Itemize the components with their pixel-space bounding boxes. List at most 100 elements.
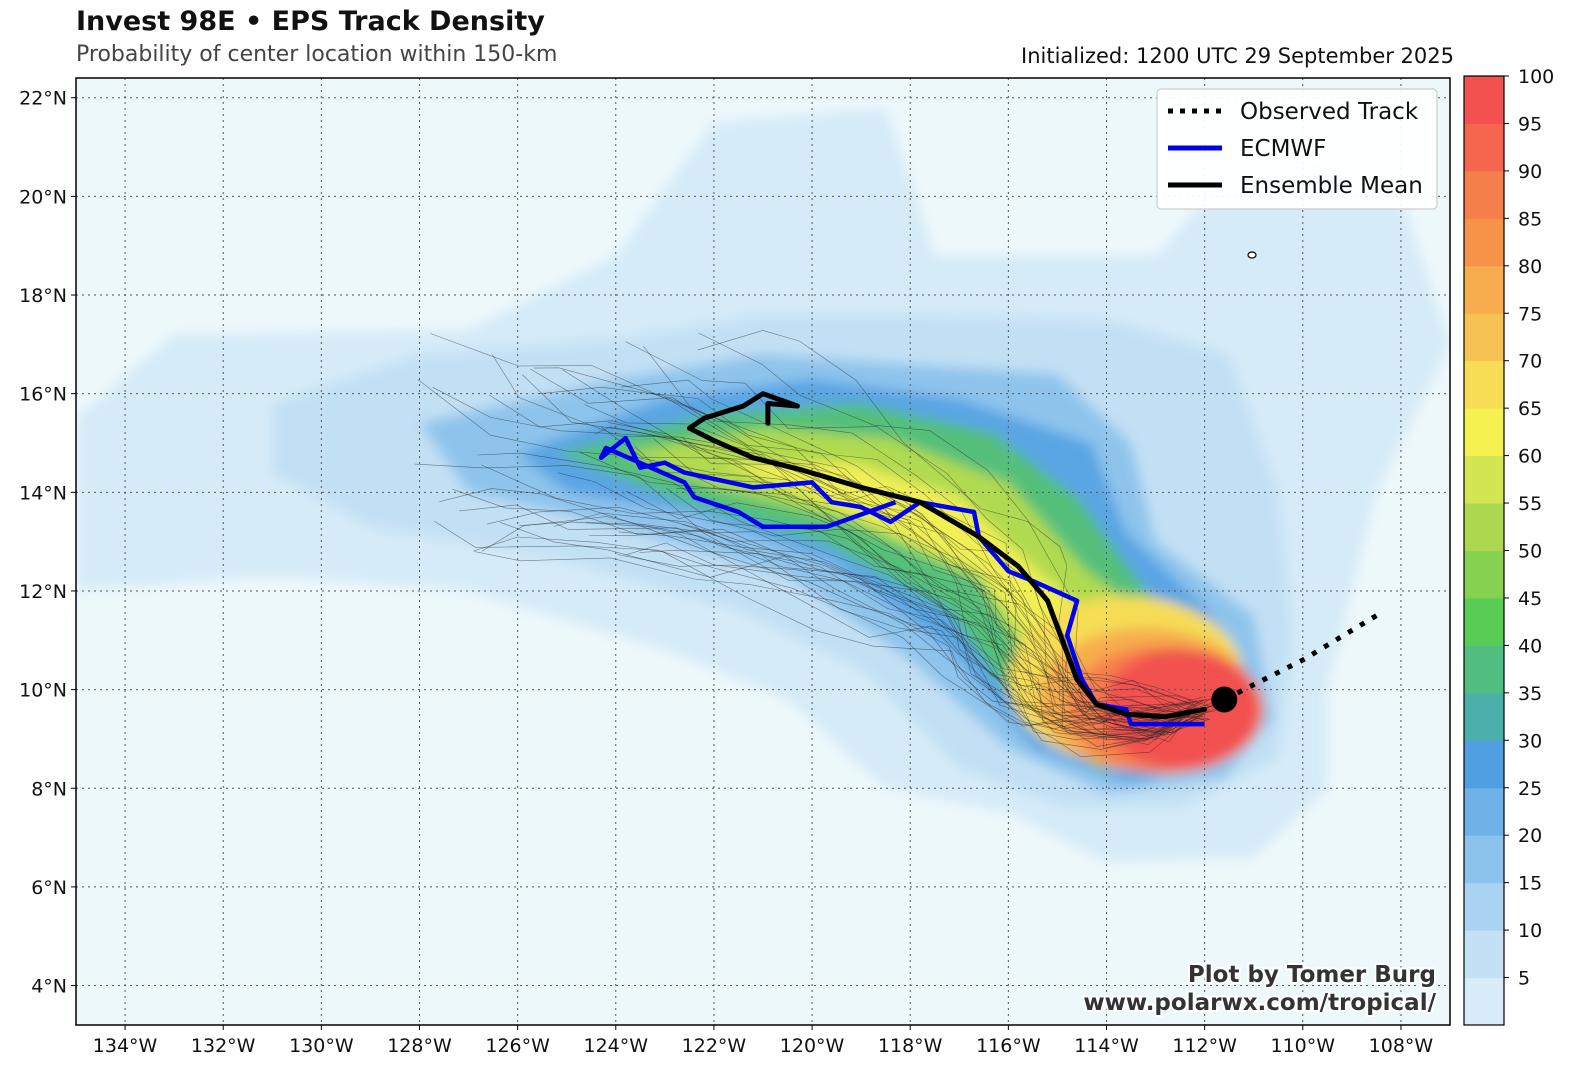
member-track — [608, 422, 1207, 721]
colorbar-tick-label: 100 — [1518, 66, 1554, 88]
colorbar-tick-label: 25 — [1518, 778, 1542, 800]
member-track — [676, 487, 1194, 749]
member-track — [533, 367, 1215, 725]
member-track — [538, 386, 1189, 741]
colorbar-segment — [1464, 692, 1504, 741]
lat-tick-label: 16°N — [19, 384, 67, 406]
lat-tick-label: 18°N — [19, 285, 67, 307]
colorbar-segment — [1464, 503, 1504, 551]
lon-tick-label: 118°W — [878, 1035, 943, 1057]
colorbar-segment — [1464, 550, 1504, 599]
lon-tick-label: 120°W — [780, 1035, 845, 1057]
colorbar-segment — [1464, 787, 1504, 836]
colorbar-tick-label: 60 — [1518, 446, 1542, 468]
member-track — [530, 368, 1194, 719]
member-track — [474, 551, 1190, 726]
lon-tick-label: 124°W — [584, 1035, 649, 1057]
colorbar-tick-label: 20 — [1518, 825, 1542, 847]
colorbar-tick-label: 90 — [1518, 161, 1542, 183]
lon-tick-label: 132°W — [191, 1035, 256, 1057]
colorbar-tick-label: 15 — [1518, 873, 1542, 895]
member-track — [487, 506, 1211, 740]
member-track — [634, 446, 1222, 716]
colorbar-tick-label: 80 — [1518, 256, 1542, 278]
lon-tick-label: 126°W — [485, 1035, 550, 1057]
member-track — [643, 345, 1192, 701]
colorbar-tick-label: 40 — [1518, 635, 1542, 657]
colorbar-segment — [1464, 265, 1504, 314]
ensemble-mean-track — [686, 391, 1208, 720]
colorbar-segment — [1464, 123, 1504, 172]
member-track — [665, 462, 1198, 733]
member-track — [522, 374, 1191, 704]
lat-tick-label: 20°N — [19, 186, 67, 208]
lat-tick-label: 10°N — [19, 680, 67, 702]
plot-frame — [75, 77, 1451, 1026]
member-track — [594, 426, 1193, 746]
legend: Observed Track ECMWF Ensemble Mean — [1156, 88, 1438, 210]
colorbar-tick-label: 85 — [1518, 208, 1542, 230]
credit-author: Plot by Tomer Burg — [1188, 962, 1436, 988]
colorbar: 5 10 15 20 25 30 35 40 45 50 55 60 65 70 75 80 85 90 95 100 — [1463, 66, 1554, 1026]
member-track — [473, 536, 1209, 758]
colorbar-tick-label: 35 — [1518, 683, 1542, 705]
member-track — [617, 554, 1211, 747]
colorbar-tick-label: 70 — [1518, 351, 1542, 373]
colorbar-segment — [1464, 977, 1504, 1026]
colorbar-tick-label: 5 — [1518, 968, 1530, 990]
member-track — [625, 542, 1221, 732]
current-position-marker — [1211, 686, 1238, 713]
member-track — [491, 354, 1190, 711]
colorbar-segment — [1464, 313, 1504, 362]
colorbar-tick-label: 55 — [1518, 493, 1542, 515]
lon-tick-label: 110°W — [1271, 1035, 1336, 1057]
member-track — [649, 392, 1210, 717]
lon-tick-label: 114°W — [1074, 1035, 1139, 1057]
member-track — [625, 490, 1210, 736]
observed-track — [1223, 613, 1378, 702]
colorbar-segment — [1464, 597, 1504, 646]
colorbar-segment — [1464, 930, 1504, 979]
lat-tick-label: 14°N — [19, 482, 67, 504]
lon-tick-label: 128°W — [387, 1035, 452, 1057]
legend-observed-label: Observed Track — [1240, 99, 1419, 125]
member-track — [620, 379, 1190, 733]
member-track — [481, 464, 1194, 724]
lat-tick-label: 8°N — [31, 778, 67, 800]
legend-box — [1156, 88, 1438, 210]
map-title: Invest 98E • EPS Track Density — [76, 6, 545, 37]
member-track — [430, 333, 1190, 723]
map-subtitle: Probability of center location within 15… — [76, 42, 558, 67]
lon-tick-label: 116°W — [976, 1035, 1041, 1057]
lat-tick-label: 6°N — [31, 877, 67, 899]
credit-url: www.polarwx.com/tropical/ — [1083, 990, 1436, 1016]
colorbar-segment — [1464, 170, 1504, 219]
member-track — [698, 332, 1204, 713]
lon-tick-label: 122°W — [682, 1035, 747, 1057]
colorbar-tick-label: 50 — [1518, 541, 1542, 563]
initialized-label: Initialized: 1200 UTC 29 September 2025 — [1021, 44, 1454, 68]
ensemble-member-tracks — [414, 330, 1222, 758]
gridlines — [76, 78, 1450, 1025]
member-track — [439, 488, 1203, 742]
island-marker — [1247, 251, 1257, 259]
lon-tick-label: 108°W — [1369, 1035, 1434, 1057]
ecmwf-track — [598, 435, 1205, 727]
member-track — [625, 341, 1205, 721]
lat-tick-label: 4°N — [31, 976, 67, 998]
lat-tick-label: 22°N — [19, 88, 67, 110]
colorbar-segment — [1464, 835, 1504, 884]
member-track — [557, 472, 1192, 717]
member-track — [584, 404, 1205, 733]
member-track — [459, 504, 1209, 734]
colorbar-tick-label: 65 — [1518, 398, 1542, 420]
colorbar-segment — [1464, 740, 1504, 789]
longitude-axis: 134°W 132°W 130°W 128°W 126°W 124°W 122°W 120°W… — [93, 1025, 1434, 1057]
colorbar-segment — [1464, 218, 1504, 267]
colorbar-segment — [1464, 76, 1504, 124]
colorbar-segment — [1464, 360, 1504, 409]
colorbar-segment — [1464, 455, 1504, 504]
lon-tick-label: 130°W — [289, 1035, 354, 1057]
legend-ecmwf-label: ECMWF — [1240, 136, 1326, 162]
